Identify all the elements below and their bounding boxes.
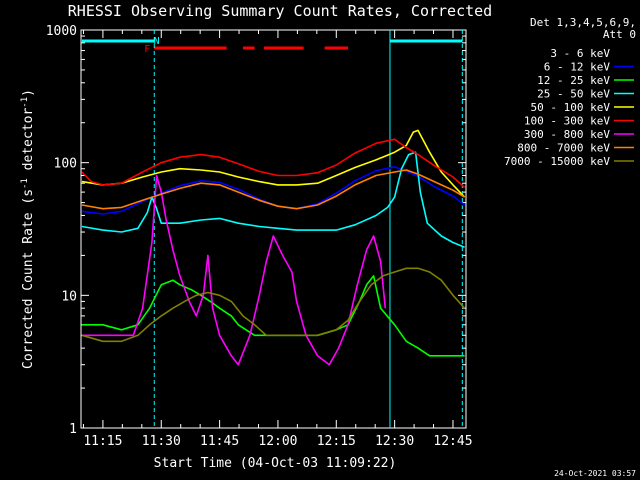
legend-label: 7000 - 15000 keV xyxy=(504,155,610,168)
flag-f: F xyxy=(144,44,150,55)
plot-frame xyxy=(80,29,467,429)
y-tick-label: 10 xyxy=(61,289,77,304)
series-line-6 xyxy=(81,174,387,366)
legend-label: 100 - 300 keV xyxy=(524,115,610,128)
status-bars xyxy=(81,39,463,50)
y-axis-label-mid: detector xyxy=(21,108,36,179)
y-axis-label-exp2: -1 xyxy=(20,97,30,108)
y-axis-ticks: 1 10 100 1000 xyxy=(46,24,466,437)
series-line-5 xyxy=(81,138,466,189)
x-axis-label: Start Time (04-Oct-03 11:09:22) xyxy=(154,456,397,471)
vertical-markers xyxy=(153,30,463,428)
timestamp: 24-Oct-2021 03:57 xyxy=(554,469,636,478)
flag-n: N xyxy=(154,36,160,47)
series-line-4 xyxy=(81,129,466,198)
legend-header-line1: Det 1,3,4,5,6,9, xyxy=(530,16,636,29)
y-tick-label: 1 xyxy=(69,422,77,437)
legend-label: 800 - 7000 keV xyxy=(517,142,610,155)
y-tick-label: 1000 xyxy=(46,24,77,39)
legend-label: 3 - 6 keV xyxy=(550,47,610,60)
series-line-7 xyxy=(81,169,466,210)
x-tick-label: 12:45 xyxy=(433,434,472,449)
x-tick-label: 11:15 xyxy=(83,434,122,449)
y-axis-label: Corrected Count Rate (s-1 detector-1) xyxy=(20,89,36,369)
legend-label: 300 - 800 keV xyxy=(524,128,610,141)
y-tick-label: 100 xyxy=(54,157,77,172)
x-tick-label: 12:30 xyxy=(375,434,414,449)
series-line-8 xyxy=(81,267,466,343)
series-lines xyxy=(81,129,466,366)
x-tick-label: 12:00 xyxy=(258,434,297,449)
y-axis-label-end: ) xyxy=(21,89,36,97)
y-axis-label-exp1: -1 xyxy=(20,178,30,189)
x-tick-label: 11:30 xyxy=(142,434,181,449)
x-axis-ticks: 11:15 11:30 11:45 12:00 12:15 12:30 12:45 xyxy=(82,30,473,449)
legend-label: 12 - 25 keV xyxy=(537,74,610,87)
series-line-3 xyxy=(81,151,465,249)
legend-label: 50 - 100 keV xyxy=(531,101,611,114)
flag-markers: NF xyxy=(144,36,159,55)
x-tick-label: 11:45 xyxy=(200,434,239,449)
legend-label: 25 - 50 keV xyxy=(537,88,610,101)
x-tick-label: 12:15 xyxy=(317,434,356,449)
y-axis-label-main: Corrected Count Rate (s xyxy=(21,189,36,369)
legend-header-line2: Att 0 xyxy=(603,28,636,41)
chart-title: RHESSI Observing Summary Count Rates, Co… xyxy=(68,2,492,20)
legend-label: 6 - 12 keV xyxy=(544,61,611,74)
